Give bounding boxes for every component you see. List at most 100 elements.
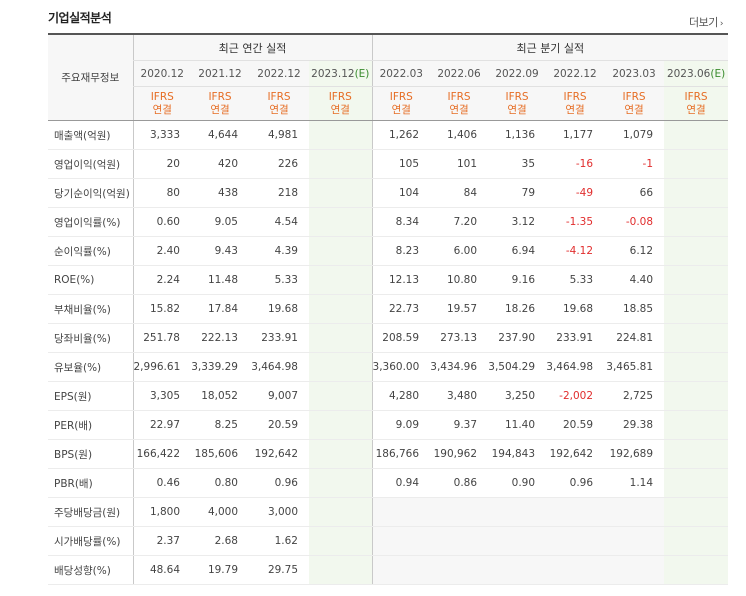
row-label: 당기순이익(억원) (48, 178, 133, 208)
value-cell (664, 381, 729, 411)
value-cell: 5.33 (546, 265, 605, 295)
table-row: 시가배당률(%) 2.37 2.68 1.62 (48, 526, 729, 556)
period-label: 2023.12 (311, 67, 355, 80)
value-cell: 3,333 (132, 120, 191, 150)
period-header: 2020.12 (132, 60, 191, 87)
value-cell (309, 265, 373, 295)
chevron-right-icon: › (719, 19, 724, 29)
period-header: 2023.03 (604, 60, 665, 87)
header-row-label: 주요재무정보 (48, 33, 133, 121)
value-cell: 9,007 (249, 381, 309, 411)
ifrs-label: IFRS (447, 90, 471, 103)
table-row: 당좌비율(%) 251.78 222.13 233.91 208.59 273.13 237… (48, 323, 729, 353)
value-cell (664, 178, 729, 208)
table-row: 유보율(%) 2,996.61 3,339.29 3,464.98 3,360.00 3,… (48, 352, 729, 382)
period-label: 2020.12 (140, 67, 184, 80)
value-cell: 22.73 (371, 294, 431, 324)
value-cell (664, 149, 729, 179)
value-cell: 192,689 (604, 439, 665, 469)
value-cell: 1,406 (430, 120, 489, 150)
value-cell (664, 207, 729, 237)
value-cell (309, 439, 373, 469)
value-cell: 7.20 (430, 207, 489, 237)
value-cell: 3,464.98 (249, 352, 309, 382)
row-label: BPS(원) (48, 439, 133, 469)
value-cell: 4.40 (604, 265, 665, 295)
annual-group-header: 최근 연간 실적 (132, 33, 373, 61)
value-cell: 3.12 (488, 207, 547, 237)
value-cell: 6.94 (488, 236, 547, 266)
value-cell (488, 497, 547, 527)
period-header: 2022.12 (249, 60, 309, 87)
ifrs-header: IFRS 연결 (249, 86, 309, 121)
value-cell (309, 236, 373, 266)
value-cell: 8.25 (191, 410, 249, 440)
value-cell: 2.37 (132, 526, 191, 556)
value-cell: 4.54 (249, 207, 309, 237)
value-cell (309, 207, 373, 237)
value-cell: 3,480 (430, 381, 489, 411)
value-cell (546, 526, 605, 556)
value-cell (488, 526, 547, 556)
period-header: 2022.12 (546, 60, 605, 87)
value-cell (664, 410, 729, 440)
value-cell (309, 149, 373, 179)
value-cell: 420 (191, 149, 249, 179)
table-row: PER(배) 22.97 8.25 20.59 9.09 9.37 11.40 20.59 29… (48, 410, 729, 440)
estimate-suffix: (E) (354, 67, 370, 80)
value-cell (546, 497, 605, 527)
row-label: 당좌비율(%) (48, 323, 133, 353)
period-header: 2022.06 (430, 60, 489, 87)
value-cell: 6.00 (430, 236, 489, 266)
value-cell: 2,996.61 (132, 352, 191, 382)
value-cell: 237.90 (488, 323, 547, 353)
value-cell: 2.24 (132, 265, 191, 295)
value-cell: 0.80 (191, 468, 249, 498)
value-cell: 48.64 (132, 555, 191, 585)
value-cell: 1,177 (546, 120, 605, 150)
consolidated-label: 연결 (391, 103, 411, 116)
period-label: 2022.12 (553, 67, 597, 80)
value-cell: 192,642 (249, 439, 309, 469)
ifrs-header: IFRS 연결 (546, 86, 605, 121)
consolidated-label: 연결 (507, 103, 527, 116)
value-cell: 222.13 (191, 323, 249, 353)
more-link-label: 더보기 (689, 16, 718, 29)
value-cell (546, 555, 605, 585)
value-cell: 4,280 (371, 381, 431, 411)
value-cell: 185,606 (191, 439, 249, 469)
value-cell (309, 526, 373, 556)
table-row: ROE(%) 2.24 11.48 5.33 12.13 10.80 9.16 5.33 4.4… (48, 265, 729, 295)
value-cell: 273.13 (430, 323, 489, 353)
section-title: 기업실적분석 (48, 11, 112, 25)
quarter-group-header: 최근 분기 실적 (371, 33, 729, 61)
value-cell (309, 381, 373, 411)
ifrs-label: IFRS (563, 90, 587, 103)
consolidated-label: 연결 (686, 103, 706, 116)
value-cell (664, 497, 729, 527)
value-cell: 3,434.96 (430, 352, 489, 382)
row-label: EPS(원) (48, 381, 133, 411)
value-cell (664, 323, 729, 353)
value-cell (664, 352, 729, 382)
more-link[interactable]: 더보기 › (689, 14, 724, 30)
ifrs-header: IFRS 연결 (430, 86, 489, 121)
period-label: 2022.12 (257, 67, 301, 80)
row-label: 시가배당률(%) (48, 526, 133, 556)
value-cell (309, 323, 373, 353)
value-cell (309, 410, 373, 440)
value-cell: 0.94 (371, 468, 431, 498)
value-cell (430, 555, 489, 585)
value-cell (604, 526, 665, 556)
value-cell: 0.46 (132, 468, 191, 498)
value-cell: 4,644 (191, 120, 249, 150)
consolidated-label: 연결 (565, 103, 585, 116)
value-cell: 9.37 (430, 410, 489, 440)
value-cell (664, 468, 729, 498)
value-cell: -4.12 (546, 236, 605, 266)
value-cell (664, 294, 729, 324)
period-label: 2022.06 (437, 67, 481, 80)
value-cell: 17.84 (191, 294, 249, 324)
value-cell: 4.39 (249, 236, 309, 266)
value-cell: 0.60 (132, 207, 191, 237)
